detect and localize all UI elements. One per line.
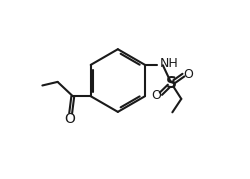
Text: NH: NH xyxy=(159,57,178,71)
Text: S: S xyxy=(166,76,177,91)
Text: O: O xyxy=(183,67,193,81)
Text: O: O xyxy=(151,89,161,102)
Text: O: O xyxy=(64,112,75,126)
